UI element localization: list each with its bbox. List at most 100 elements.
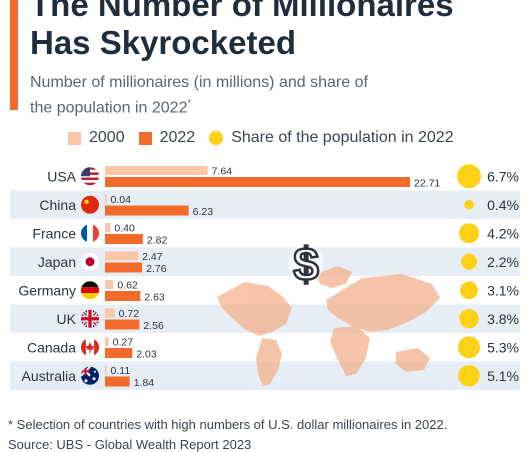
dollar-sign-icon: $ (288, 237, 324, 291)
share-bubble (458, 336, 480, 359)
legend-label-2000: 2000 (89, 129, 125, 146)
bar-2022 (105, 348, 133, 358)
legend: 2000 2022 Share of the population in 202… (68, 128, 468, 148)
bar-2022 (105, 291, 141, 301)
bar-2000 (105, 280, 114, 289)
legend-swatch-share (209, 131, 224, 145)
share-bubble (460, 281, 478, 300)
bar-2022 (105, 319, 140, 330)
bar-2000 (105, 223, 111, 232)
world-map-icon (217, 266, 440, 386)
share-label: 2.2% (487, 254, 519, 270)
value-label-2000: 0.62 (117, 280, 138, 292)
legend-item-2022: 2022 (138, 129, 196, 147)
china-flag-icon (81, 195, 99, 214)
subtitle-footnote-mark: * (187, 98, 191, 108)
legend-item-2000: 2000 (68, 129, 125, 147)
share-bubble (457, 164, 481, 189)
share-label: 4.2% (487, 225, 519, 241)
country-label: Canada (27, 339, 76, 355)
row-france: France 0.40 2.82 4.2% (32, 223, 519, 247)
bar-2022 (105, 205, 189, 216)
bar-chart: $ USA 7.64 22.71 6.7% China 0.04 6.23 0.4% Franc… (10, 164, 520, 390)
value-label-2000: 0.04 (111, 194, 132, 206)
value-label-2000: 2.47 (142, 251, 163, 263)
value-label-2022: 6.23 (193, 206, 214, 218)
bar-2000 (105, 194, 107, 204)
accent-bar (10, 0, 18, 110)
value-label-2022: 2.56 (143, 320, 164, 332)
legend-item-share: Share of the population in 2022 (209, 129, 454, 147)
value-label-2000: 0.40 (114, 223, 135, 235)
bar-2022 (105, 262, 143, 273)
share-bubble (459, 309, 479, 329)
value-label-2022: 2.03 (136, 349, 157, 361)
map-australia (396, 348, 430, 372)
country-label: China (39, 197, 76, 213)
value-label-2022: 1.84 (134, 377, 155, 389)
share-label: 3.8% (487, 311, 519, 327)
france-flag-icon (81, 224, 99, 243)
map-south-america (256, 338, 282, 386)
value-label-2022: 2.76 (146, 263, 167, 275)
bar-2000 (105, 365, 107, 375)
map-eurasia (326, 274, 440, 332)
share-bubble (461, 253, 477, 270)
map-africa (330, 326, 370, 376)
map-north-america (217, 282, 292, 336)
share-label: 5.1% (487, 368, 519, 384)
value-label-2022: 2.63 (144, 292, 165, 304)
row-australia: Australia 0.111.84 5.1% (22, 364, 519, 389)
share-label: 5.3% (487, 339, 519, 355)
dollar-badge (288, 246, 324, 282)
country-label: Australia (22, 368, 77, 384)
row-germany: Germany 0.62 2.63 3.1% (18, 280, 519, 304)
country-label: USA (47, 168, 76, 184)
chart-subtitle: Number of millionaires (in millions) and… (30, 72, 390, 118)
legend-label-share: Share of the population in 2022 (231, 129, 454, 146)
value-label-2000: 0.72 (119, 308, 140, 320)
germany-flag-icon (81, 281, 99, 300)
value-label-2022: 2.82 (147, 235, 168, 247)
country-label: Germany (18, 282, 76, 298)
country-label: France (32, 225, 76, 241)
share-label: 6.7% (487, 168, 519, 184)
row-china: China 0.04 6.23 0.4% (39, 194, 519, 218)
row-usa: USA 7.64 22.71 6.7% (47, 164, 519, 190)
bar-2022 (105, 177, 410, 187)
value-label-2000: 7.64 (212, 166, 233, 178)
row-uk: UK 0.722.56 3.8% (57, 308, 519, 332)
australia-flag-icon (81, 366, 99, 385)
japan-flag-icon (81, 252, 99, 271)
map-greenland (316, 266, 352, 288)
subtitle-text: Number of millionaires (in millions) and… (30, 74, 368, 117)
chart-title: The Number of Millionaires Has Skyrocket… (30, 0, 454, 61)
bar-2022 (105, 376, 130, 387)
bar-2000 (105, 308, 115, 318)
country-label: UK (57, 311, 77, 327)
usa-flag-icon (81, 167, 99, 186)
share-bubble (464, 199, 474, 210)
share-label: 3.1% (487, 282, 519, 298)
bar-2022 (105, 234, 143, 244)
canada-flag-icon (81, 338, 99, 357)
legend-swatch-2022 (138, 131, 152, 145)
bar-2000 (105, 166, 208, 175)
chart-rows: USA 7.64 22.71 6.7% China 0.04 6.23 0.4% France 0… (18, 164, 519, 389)
row-canada: Canada 0.272.03 5.3% (27, 336, 519, 361)
legend-label-2022: 2022 (159, 129, 196, 146)
bar-2000 (105, 251, 139, 261)
value-label-2000: 0.27 (113, 337, 134, 349)
country-label: Japan (38, 254, 76, 270)
share-label: 0.4% (487, 197, 519, 213)
row-japan: Japan 2.472.76 2.2% (38, 251, 519, 275)
uk-flag-icon (81, 309, 99, 328)
dollar-glyph: $ (293, 238, 319, 290)
legend-swatch-2000 (68, 131, 81, 145)
source-note: Source: UBS - Global Wealth Report 2023 (8, 437, 252, 452)
share-bubble (458, 364, 480, 387)
share-bubble (458, 223, 480, 244)
value-label-2000: 0.11 (111, 365, 131, 377)
footnote: * Selection of countries with high numbe… (8, 417, 448, 432)
value-label-2022: 22.71 (414, 178, 440, 190)
